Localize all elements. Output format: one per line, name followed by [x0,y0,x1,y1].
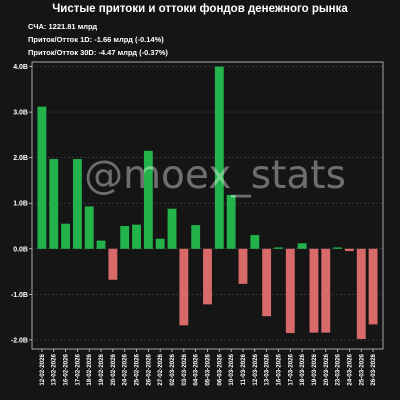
x-tick-label: 25-02-2026 [134,353,141,385]
bar [274,247,283,249]
x-tick-label: 03-03-2026 [181,353,188,385]
bar [356,248,366,339]
bar [262,248,272,317]
bar [155,238,165,249]
y-tick-label: 3.0B [13,110,28,117]
x-tick-label: 18-03-2026 [299,353,306,385]
y-tick-label: 4.0B [13,64,28,71]
bar [285,248,295,334]
plot-frame [31,61,384,350]
x-tick-label: 04-03-2026 [193,353,200,385]
bar [96,240,106,249]
bar [61,223,71,249]
bar [321,248,331,333]
x-tick-label: 12-03-2026 [252,353,259,385]
bar [37,106,47,249]
x-tick-label: 11-03-2026 [240,353,247,385]
x-tick-label: 17-03-2026 [287,353,294,385]
watermark: @moex_stats [84,153,346,198]
y-tick-label: -1.0B [11,292,28,299]
x-tick-label: 13-03-2026 [264,353,271,385]
x-tick-label: 23-03-2026 [335,353,342,385]
bar [297,243,307,249]
bar [120,226,130,249]
y-tick-label: 1.0B [13,201,28,208]
bar [309,248,319,333]
x-tick-label: 16-02-2026 [63,353,70,385]
bar [167,208,177,249]
chart-title: Чистые притоки и оттоки фондов денежного… [52,3,348,15]
x-tick-label: 25-03-2026 [358,353,365,385]
x-tick-label: 13-02-2026 [51,353,58,385]
stat-flow-1d: Приток/Отток 1D: -1.66 млрд (-0.14%) [28,35,164,44]
x-tick-label: 24-02-2026 [122,353,129,385]
stat-nav: СЧА: 1221.81 млрд [28,22,98,31]
bar [214,66,224,249]
bar [344,248,354,252]
x-tick-label: 19-03-2026 [311,353,318,385]
bar [191,225,201,249]
bar [333,247,343,249]
bar [238,248,248,284]
x-tick-label: 16-03-2026 [275,353,282,385]
bar [72,159,82,249]
x-tick-label: 12-02-2026 [39,353,46,385]
y-tick-label: -2.0B [11,337,28,344]
bar [368,248,378,325]
bar [84,206,94,249]
x-tick-label: 06-03-2026 [216,353,223,385]
x-tick-label: 20-02-2026 [110,353,117,385]
x-tick-label: 26-03-2026 [370,353,377,385]
bar [49,159,59,249]
stat-flow-30d: Приток/Отток 30D: -4.47 млрд (-0.37%) [28,48,168,57]
y-tick-label: 0.0B [13,246,28,253]
stats-block: СЧА: 1221.81 млрд Приток/Отток 1D: -1.66… [28,20,168,59]
x-tick-label: 27-02-2026 [157,353,164,385]
x-tick-label: 10-03-2026 [228,353,235,385]
bar [203,248,212,305]
y-tick-label: 2.0B [13,155,28,162]
x-tick-label: 26-02-2026 [145,353,152,385]
x-tick-label: 19-02-2026 [98,353,105,385]
x-tick-label: 05-03-2026 [205,353,212,385]
bar [132,224,141,249]
x-tick-label: 24-03-2026 [346,353,353,385]
bar [226,195,236,249]
x-tick-label: 18-02-2026 [86,353,93,385]
bar [179,248,189,326]
x-tick-label: 20-03-2026 [323,353,330,385]
bar [108,248,118,280]
x-tick-label: 02-03-2026 [169,353,176,385]
bar [250,235,260,249]
bar [143,150,153,249]
x-tick-label: 17-02-2026 [74,353,81,385]
